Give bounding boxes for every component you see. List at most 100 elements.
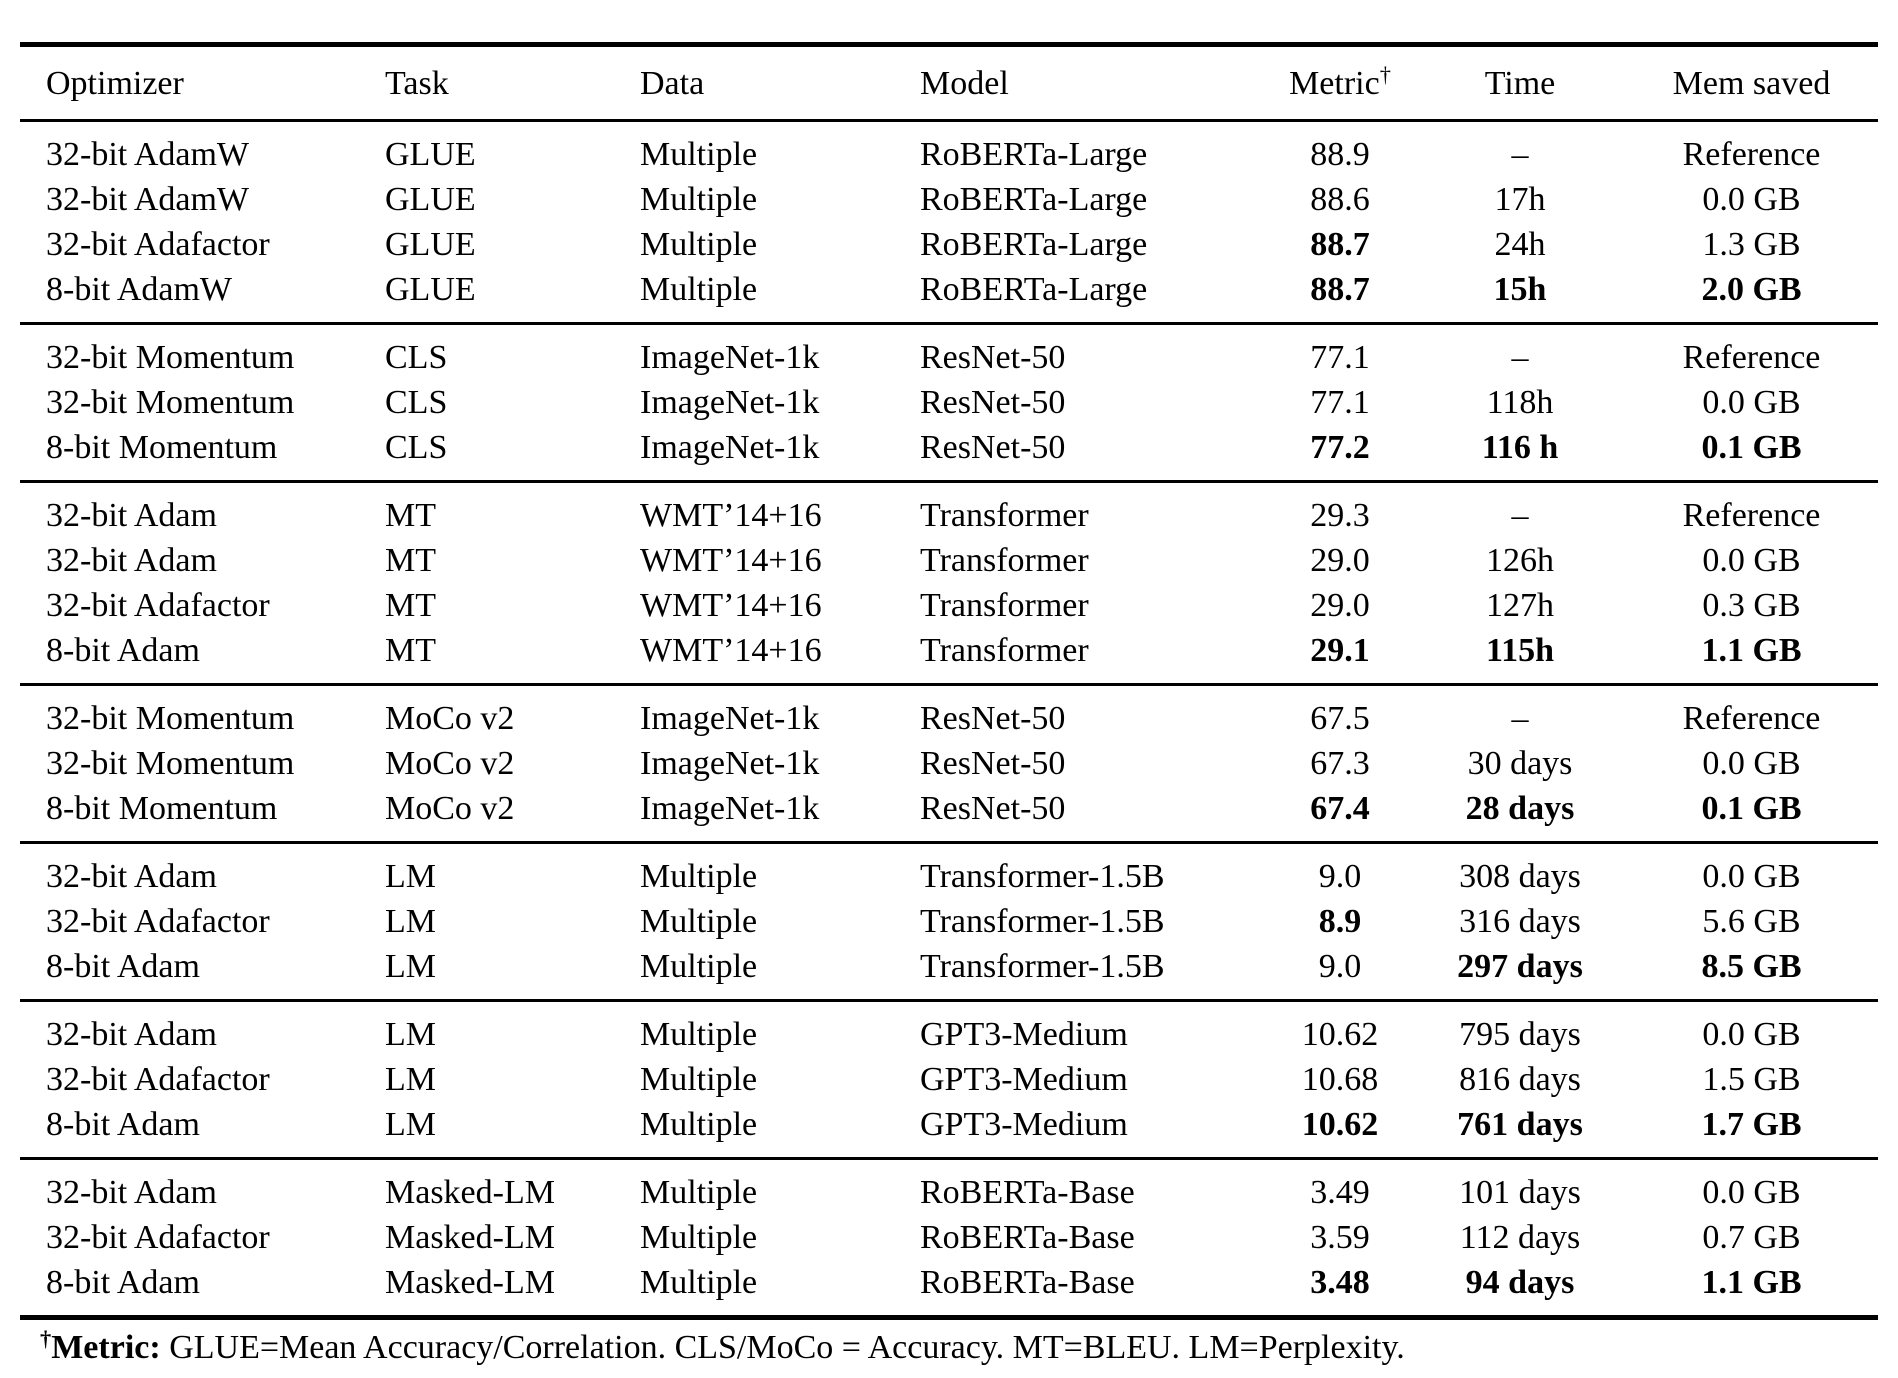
table-cell: 795 days bbox=[1459, 1016, 1581, 1053]
table-cell: Transformer bbox=[920, 587, 1089, 624]
dagger-icon: † bbox=[40, 1325, 52, 1351]
table-cell: 118h bbox=[1486, 384, 1554, 421]
table-cell: 17h bbox=[1494, 181, 1546, 218]
table-cell: 9.0 bbox=[1318, 948, 1362, 985]
table-cell: 297 days bbox=[1457, 948, 1583, 985]
table-cell: CLS bbox=[385, 429, 448, 466]
table-cell: 127h bbox=[1486, 587, 1554, 624]
table-cell: ImageNet-1k bbox=[640, 700, 820, 737]
table-cell: 1.5 GB bbox=[1702, 1061, 1801, 1098]
table-cell: LM bbox=[385, 1016, 436, 1053]
table-cell: 67.3 bbox=[1310, 745, 1370, 782]
table-cell: 816 days bbox=[1459, 1061, 1581, 1098]
column-header-task: Task bbox=[385, 65, 449, 102]
table-cell: 32-bit AdamW bbox=[46, 136, 250, 173]
table-cell: Multiple bbox=[640, 1219, 758, 1256]
table-cell: 316 days bbox=[1459, 903, 1581, 940]
table-cell: Reference bbox=[1682, 339, 1821, 376]
results-table: Optimizer Task Data Model Metric† Time Mem sav… bbox=[20, 42, 1878, 1320]
table-cell: Multiple bbox=[640, 1174, 758, 1211]
table-cell: ImageNet-1k bbox=[640, 745, 820, 782]
table-cell: MoCo v2 bbox=[385, 700, 515, 737]
table-cell: 3.48 bbox=[1310, 1264, 1370, 1301]
table-cell: GPT3-Medium bbox=[920, 1061, 1128, 1098]
table-cell: – bbox=[1511, 136, 1529, 173]
table-group-4: 32-bit Momentum MoCo v2 ImageNet-1k ResNet-… bbox=[20, 684, 1878, 843]
column-header-data: Data bbox=[640, 65, 705, 102]
table-cell: 10.62 bbox=[1301, 1016, 1379, 1053]
table-cell: 10.62 bbox=[1301, 1106, 1379, 1143]
table-cell: ResNet-50 bbox=[920, 384, 1066, 421]
table-cell: 32-bit Adam bbox=[46, 1174, 217, 1211]
table-cell: ResNet-50 bbox=[920, 790, 1066, 827]
table-cell: 8-bit Adam bbox=[46, 1264, 200, 1301]
table-cell: GLUE bbox=[385, 136, 476, 173]
table-cell: RoBERTa-Large bbox=[920, 181, 1148, 218]
table-row: 32-bit Adam MT WMT’14+16 Transformer 29.3 – Re… bbox=[20, 482, 1878, 539]
table-cell: 32-bit Adam bbox=[46, 542, 217, 579]
table-cell: 32-bit Adafactor bbox=[46, 1061, 270, 1098]
table-cell: 29.1 bbox=[1310, 632, 1370, 669]
table-row: 8-bit Adam LM Multiple Transformer-1.5B 9.0 2… bbox=[20, 944, 1878, 1001]
table-cell: MT bbox=[385, 542, 436, 579]
table-row: 32-bit Momentum CLS ImageNet-1k ResNet-50 77… bbox=[20, 324, 1878, 381]
table-cell: 8-bit Adam bbox=[46, 948, 200, 985]
table-cell: LM bbox=[385, 903, 436, 940]
table-cell: Transformer-1.5B bbox=[920, 903, 1165, 940]
table-group-5: 32-bit Adam LM Multiple Transformer-1.5B 9.0… bbox=[20, 842, 1878, 1001]
table-cell: 8-bit Adam bbox=[46, 1106, 200, 1143]
table-row: 8-bit Adam Masked-LM Multiple RoBERTa-Base 3… bbox=[20, 1260, 1878, 1318]
table-cell: Multiple bbox=[640, 1016, 758, 1053]
table-cell: 9.0 bbox=[1318, 858, 1362, 895]
table-cell: 0.0 GB bbox=[1702, 745, 1801, 782]
table-cell: ImageNet-1k bbox=[640, 429, 820, 466]
table-cell: ResNet-50 bbox=[920, 700, 1066, 737]
table-cell: – bbox=[1511, 339, 1529, 376]
table-row: 32-bit Adam LM Multiple GPT3-Medium 10.62 795… bbox=[20, 1001, 1878, 1058]
table-cell: Reference bbox=[1682, 700, 1821, 737]
table-cell: 77.1 bbox=[1310, 339, 1370, 376]
table-cell: 8.5 GB bbox=[1701, 948, 1802, 985]
table-cell: RoBERTa-Base bbox=[920, 1219, 1135, 1256]
table-cell: 126h bbox=[1486, 542, 1554, 579]
table-cell: Multiple bbox=[640, 903, 758, 940]
table-row: 32-bit Momentum MoCo v2 ImageNet-1k ResNet-… bbox=[20, 741, 1878, 786]
table-cell: 0.3 GB bbox=[1702, 587, 1801, 624]
table-cell: 32-bit AdamW bbox=[46, 181, 250, 218]
table-cell: Masked-LM bbox=[385, 1264, 555, 1301]
table-cell: Transformer-1.5B bbox=[920, 858, 1165, 895]
table-cell: 115h bbox=[1485, 632, 1555, 669]
table-cell: 88.9 bbox=[1310, 136, 1370, 173]
table-cell: 1.7 GB bbox=[1701, 1106, 1802, 1143]
table-cell: LM bbox=[385, 1106, 436, 1143]
table-cell: Multiple bbox=[640, 1264, 758, 1301]
table-cell: RoBERTa-Base bbox=[920, 1264, 1135, 1301]
table-cell: Multiple bbox=[640, 136, 758, 173]
table-cell: 1.1 GB bbox=[1701, 1264, 1802, 1301]
table-cell: WMT’14+16 bbox=[640, 542, 822, 579]
table-cell: 94 days bbox=[1465, 1264, 1575, 1301]
table-cell: ResNet-50 bbox=[920, 429, 1066, 466]
column-header-optimizer: Optimizer bbox=[46, 65, 184, 102]
table-cell: RoBERTa-Large bbox=[920, 136, 1148, 173]
table-cell: Transformer bbox=[920, 497, 1089, 534]
table-cell: 32-bit Adafactor bbox=[46, 903, 270, 940]
table-cell: MoCo v2 bbox=[385, 790, 515, 827]
table-cell: 88.7 bbox=[1310, 226, 1370, 263]
table-cell: 0.1 GB bbox=[1701, 429, 1802, 466]
table-cell: LM bbox=[385, 948, 436, 985]
table-cell: 24h bbox=[1494, 226, 1546, 263]
table-cell: 32-bit Momentum bbox=[46, 745, 295, 782]
table-cell: 0.0 GB bbox=[1702, 858, 1801, 895]
table-cell: GLUE bbox=[385, 271, 476, 308]
table-cell: 32-bit Momentum bbox=[46, 339, 295, 376]
table-cell: 77.2 bbox=[1310, 429, 1370, 466]
column-header-model: Model bbox=[920, 65, 1009, 102]
table-cell: 3.49 bbox=[1310, 1174, 1370, 1211]
column-header-time: Time bbox=[1484, 65, 1556, 102]
table-cell: 29.0 bbox=[1310, 587, 1370, 624]
table-cell: 8-bit AdamW bbox=[46, 271, 233, 308]
table-row: 32-bit Adam LM Multiple Transformer-1.5B 9.0… bbox=[20, 843, 1878, 900]
table-cell: 32-bit Adafactor bbox=[46, 587, 270, 624]
table-cell: ResNet-50 bbox=[920, 745, 1066, 782]
